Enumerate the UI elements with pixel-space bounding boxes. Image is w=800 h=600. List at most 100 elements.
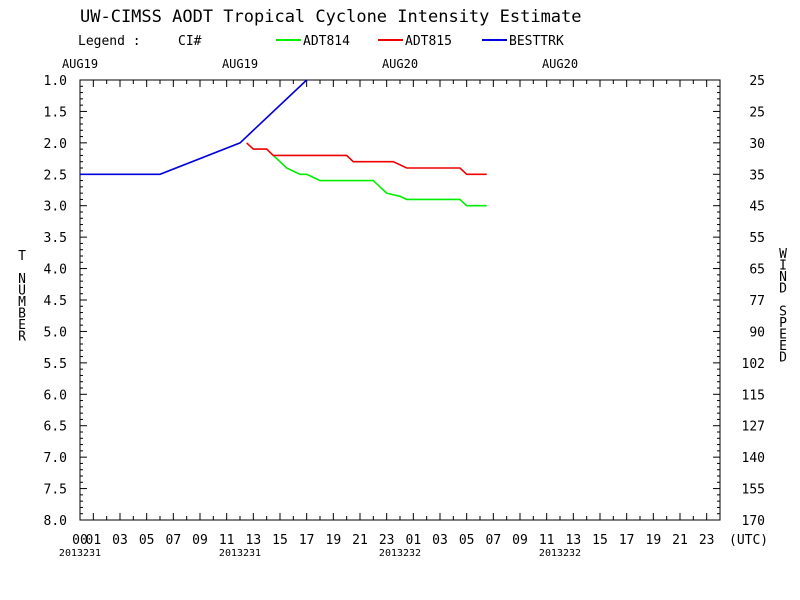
x-hour-label: 11 <box>539 533 555 548</box>
wind-tick-label: 35 <box>749 168 765 183</box>
axis-label-letter: E <box>18 318 26 333</box>
x-hour-label: 13 <box>566 533 582 548</box>
y-tick-label: 1.0 <box>44 74 67 89</box>
axis-label-letter: U <box>18 284 26 299</box>
bottom-date-label: 2013232 <box>379 548 421 559</box>
x-hour-label: 23 <box>699 533 715 548</box>
y-tick-label: 3.0 <box>44 200 67 215</box>
axis-label-letter: I <box>779 259 787 274</box>
y-tick-label: 5.0 <box>44 325 67 340</box>
series-line-adt814 <box>272 154 487 207</box>
x-hour-label: 09 <box>512 533 528 548</box>
wind-tick-label: 45 <box>749 200 765 215</box>
y-tick-label: 1.5 <box>44 105 67 120</box>
bottom-date-labels: 2013231 2013231 2013232 2013232 <box>59 548 581 559</box>
legend-field: CI# <box>178 34 202 49</box>
axis-label-letter: T <box>18 249 26 264</box>
legend-entry: ADT815 <box>405 34 452 49</box>
x-hour-label: 07 <box>486 533 502 548</box>
series-lines <box>80 79 487 207</box>
x-hour-label: 03 <box>112 533 128 548</box>
y-tick-label: 3.5 <box>44 231 67 246</box>
x-unit-label: (UTC) <box>729 533 768 548</box>
x-hour-label: 13 <box>246 533 262 548</box>
wind-tick-label: 170 <box>742 514 765 529</box>
wind-tick-label: 65 <box>749 263 765 278</box>
x-hour-label: 01 <box>406 533 422 548</box>
axis-label-letter: B <box>18 307 26 322</box>
wind-speed-tick-labels: 25 25 30 35 45 55 65 77 90 102 115 127 140 155 170 <box>742 74 765 529</box>
axis-ticks <box>79 79 721 521</box>
top-date-label: AUG20 <box>382 57 418 71</box>
x-hour-label: 15 <box>592 533 608 548</box>
y-tick-label: 6.0 <box>44 388 67 403</box>
wind-tick-label: 155 <box>742 483 765 498</box>
series-line-adt815 <box>246 142 487 176</box>
axis-label-letter: E <box>779 339 787 354</box>
x-hour-label: 09 <box>192 533 208 548</box>
x-hour-label: 19 <box>646 533 662 548</box>
x-hour-label: 19 <box>326 533 342 548</box>
axis-label-letter: N <box>18 272 26 287</box>
wind-tick-label: 140 <box>742 451 765 466</box>
legend-label: Legend : <box>78 34 141 49</box>
axis-label-letter: D <box>779 351 787 366</box>
x-hour-label: 05 <box>139 533 155 548</box>
y-tick-label: 7.5 <box>44 483 67 498</box>
wind-tick-label: 115 <box>742 388 765 403</box>
wind-tick-label: 25 <box>749 105 765 120</box>
x-hour-label: 21 <box>352 533 368 548</box>
axis-label-letter: M <box>18 295 26 310</box>
wind-tick-label: 127 <box>742 420 765 435</box>
axis-label-letter: W <box>779 247 787 262</box>
wind-tick-label: 55 <box>749 231 765 246</box>
axis-label-letter: R <box>18 330 26 345</box>
axis-label-letter: D <box>779 282 787 297</box>
plot-frame <box>79 79 721 521</box>
x-hour-label: 03 <box>432 533 448 548</box>
legend: ADT814 ADT815 BESTTRK <box>276 34 564 49</box>
top-date-label: AUG19 <box>62 57 98 71</box>
x-hour-label: 15 <box>272 533 288 548</box>
y-tick-label: 5.5 <box>44 357 67 372</box>
wind-tick-label: 77 <box>749 294 765 309</box>
top-date-label: AUG19 <box>222 57 258 71</box>
x-hour-label: 17 <box>299 533 315 548</box>
bottom-date-label: 2013231 <box>59 548 101 559</box>
legend-entry: BESTTRK <box>509 34 564 49</box>
wind-tick-label: 30 <box>749 137 765 152</box>
x-hour-label: 07 <box>166 533 182 548</box>
y-tick-label: 8.0 <box>44 514 67 529</box>
wind-tick-label: 90 <box>749 325 765 340</box>
wind-tick-label: 25 <box>749 74 765 89</box>
axis-label-letter: S <box>779 305 787 320</box>
top-date-label: AUG20 <box>542 57 578 71</box>
bottom-date-label: 2013232 <box>539 548 581 559</box>
x-hour-label: 11 <box>219 533 235 548</box>
x-hour-label: 17 <box>619 533 635 548</box>
x-hour-label: 05 <box>459 533 475 548</box>
legend-entry: ADT814 <box>303 34 350 49</box>
y-tick-label: 6.5 <box>44 420 67 435</box>
x-hour-label: 23 <box>379 533 395 548</box>
bottom-date-label: 2013231 <box>219 548 261 559</box>
axis-label-letter: N <box>779 270 787 285</box>
y-tick-label: 2.5 <box>44 168 67 183</box>
x-hour-label: 21 <box>672 533 688 548</box>
x-hour-label: 01 <box>86 533 102 548</box>
y-axis-tick-labels: 1.0 1.5 2.0 2.5 3.0 3.5 4.0 4.5 5.0 5.5 6.0 6.5 7.0 7… <box>44 74 67 529</box>
axis-label-letter: P <box>779 316 787 331</box>
top-date-labels: AUG19 AUG19 AUG20 AUG20 <box>62 57 578 71</box>
y-tick-label: 4.0 <box>44 263 67 278</box>
wind-tick-label: 102 <box>742 357 765 372</box>
y-tick-label: 4.5 <box>44 294 67 309</box>
y-tick-label: 2.0 <box>44 137 67 152</box>
x-hour-label: 00 <box>72 533 88 548</box>
y-tick-label: 7.0 <box>44 451 67 466</box>
chart-title: UW-CIMSS AODT Tropical Cyclone Intensity… <box>80 7 582 27</box>
axis-label-letter: E <box>779 328 787 343</box>
